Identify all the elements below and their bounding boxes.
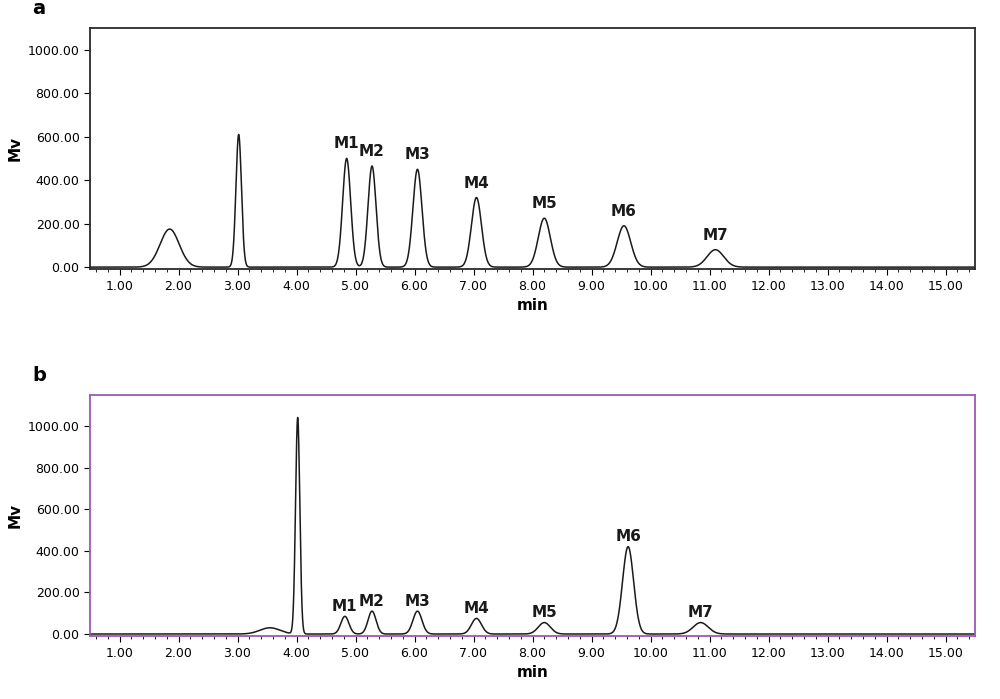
Text: a: a <box>32 0 46 18</box>
Text: M6: M6 <box>611 204 637 219</box>
Text: b: b <box>32 366 46 385</box>
Y-axis label: Mv: Mv <box>7 503 22 528</box>
Text: M4: M4 <box>464 175 489 191</box>
Text: M3: M3 <box>405 147 430 162</box>
Text: M5: M5 <box>531 196 557 211</box>
X-axis label: min: min <box>517 298 548 313</box>
Text: M3: M3 <box>405 593 430 609</box>
X-axis label: min: min <box>517 665 548 680</box>
Text: M2: M2 <box>359 593 385 609</box>
Y-axis label: Mv: Mv <box>7 136 22 161</box>
Text: M2: M2 <box>359 144 385 159</box>
Text: M7: M7 <box>688 605 714 620</box>
Text: M5: M5 <box>531 605 557 620</box>
Text: M1: M1 <box>334 136 359 152</box>
Text: M4: M4 <box>464 601 489 616</box>
Text: M1: M1 <box>332 599 358 614</box>
Text: M7: M7 <box>703 228 728 243</box>
Text: M6: M6 <box>615 529 641 544</box>
